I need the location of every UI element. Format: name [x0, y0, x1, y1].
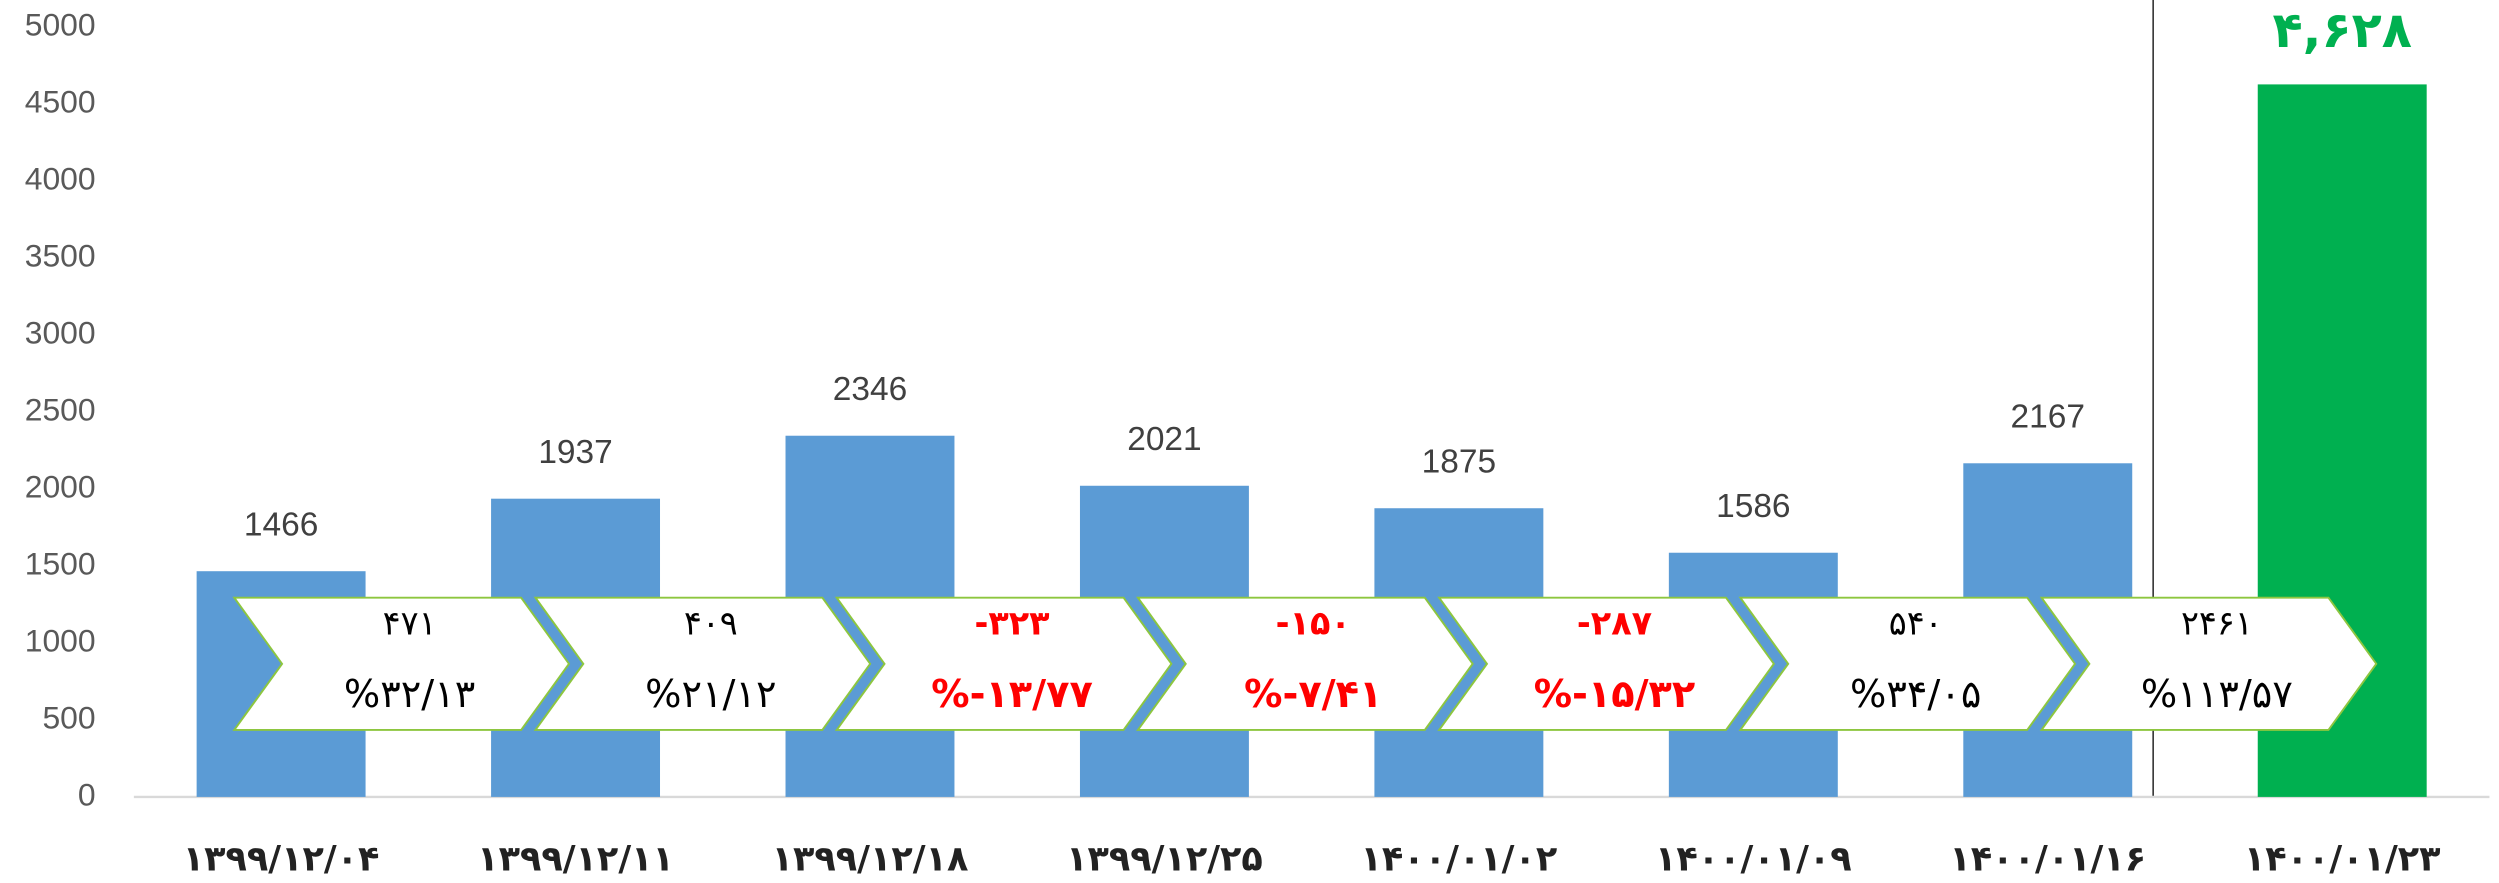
change-label: -۱۵۰	[1276, 603, 1351, 642]
percent-label: %۳۴/۰۵	[1850, 672, 1981, 717]
percent-label: %-۱۳/۷۷	[931, 672, 1093, 717]
x-tick-label: ۱۴۰۰/۰۱/۰۲	[1361, 839, 1558, 880]
x-tick-label: ۱۳۹۹/۱۲/۰۴	[183, 839, 380, 880]
value-label: 1875	[1422, 443, 1496, 480]
arrow	[1136, 596, 1474, 731]
x-tick-label: ۱۴۰۰/۰۱/۲۳	[2244, 839, 2441, 880]
y-tick-label: 3000	[25, 314, 96, 350]
percent-label: %۳۲/۱۳	[344, 672, 475, 717]
change-label: ۴۷۱	[383, 603, 437, 642]
arrow	[232, 596, 571, 731]
arrow	[533, 596, 872, 731]
arrow	[1437, 596, 1776, 731]
change-label: ۵۴۰	[1889, 603, 1943, 642]
arrow	[2039, 596, 2378, 731]
y-tick-label: 4000	[25, 161, 96, 197]
y-tick-label: 4500	[25, 84, 96, 120]
arrow	[834, 596, 1173, 731]
x-tick-label: ۱۴۰۰/۰۱/۰۹	[1655, 839, 1852, 880]
y-tick-label: 5000	[25, 7, 96, 43]
percent-label: %-۱۵/۳۲	[1534, 672, 1696, 717]
y-tick-label: 0	[78, 776, 96, 812]
change-label: -۲۸۷	[1577, 603, 1652, 642]
y-tick-label: 500	[42, 699, 95, 735]
value-label: 2167	[2011, 399, 2085, 436]
value-label: 1586	[1716, 488, 1790, 525]
arrow	[1738, 596, 2077, 731]
change-label: ۲۴۶۱	[2181, 603, 2253, 642]
y-tick-label: 3500	[25, 237, 96, 273]
y-tick-label: 2500	[25, 391, 96, 427]
value-label: 1937	[538, 434, 612, 471]
percent-label: %۱۱۳/۵۷	[2141, 672, 2293, 717]
x-tick-label: ۱۳۹۹/۱۲/۲۵	[1066, 839, 1263, 880]
x-tick-label: ۱۴۰۰/۰۱/۱۶	[1949, 839, 2146, 880]
value-label: 2346	[833, 371, 907, 408]
y-tick-label: 2000	[25, 468, 96, 504]
value-label: 2021	[1127, 421, 1201, 458]
value-label: 1466	[244, 506, 318, 543]
percent-label: %۲۱/۱۲	[645, 672, 776, 717]
y-tick-label: 1500	[25, 545, 96, 581]
value-label: ۴,۶۲۸	[2273, 1, 2412, 59]
x-tick-label: ۱۳۹۹/۱۲/۱۸	[772, 839, 969, 880]
change-label: -۳۲۳	[974, 603, 1049, 642]
change-label: ۴۰۹	[684, 603, 738, 642]
x-tick-label: ۱۳۹۹/۱۲/۱۱	[477, 839, 674, 880]
percent-label: %-۷/۴۱	[1244, 672, 1382, 717]
y-tick-label: 1000	[25, 622, 96, 658]
